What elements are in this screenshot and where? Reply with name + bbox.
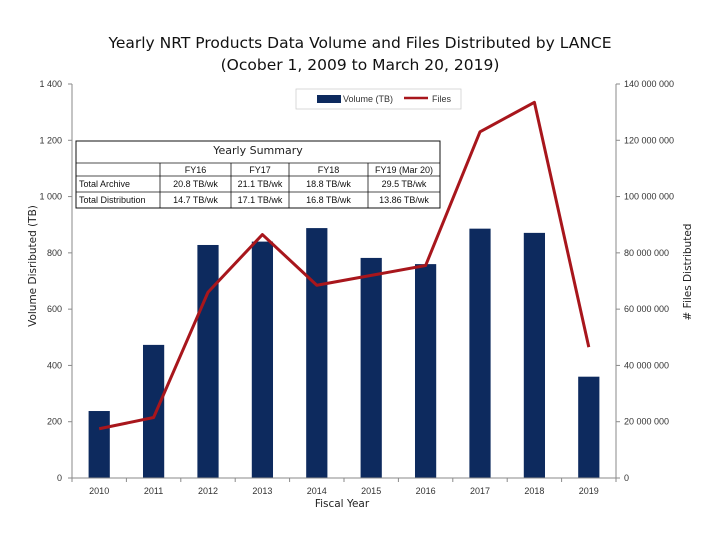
legend-label-volume: Volume (TB) (343, 94, 393, 104)
summary-table-frame (75, 140, 441, 209)
x-tick-label: 2015 (361, 486, 381, 496)
left-axis-title: Volume Disributed (TB) (27, 205, 39, 327)
bar-2014 (306, 228, 328, 478)
line-series-files (98, 100, 591, 431)
legend-label-files: Files (432, 94, 452, 104)
table-cell: 13.86 TB/wk (379, 195, 429, 205)
right-tick-label: 100 000 000 (624, 192, 674, 202)
right-tick-label: 60 000 000 (624, 304, 669, 314)
bar-2011 (142, 344, 165, 478)
x-axis-title: Fiscal Year (315, 498, 370, 510)
summary-table-gridlines (76, 162, 440, 208)
legend-box (295, 88, 462, 110)
table-header-cell: FY17 (249, 165, 271, 175)
left-tick-label: 1 200 (39, 135, 62, 145)
summary-table-title: Yearly Summary (212, 144, 303, 157)
bar-2017 (469, 228, 491, 478)
left-tick-label: 400 (47, 360, 62, 370)
summary-table-cells: FY16 FY17 FY18 FY19 (Mar 20) Total Archive 20… (79, 165, 433, 205)
left-axis-ticks: 0 200 400 600 800 1 000 1 200 1 400 (39, 79, 72, 483)
right-axis-ticks: 0 20 000 000 40 000 000 60 000 000 80 000 00… (616, 79, 674, 483)
left-tick-label: 200 (47, 417, 62, 427)
x-tick-label: 2014 (307, 486, 327, 496)
table-header-cell: FY19 (Mar 20) (375, 165, 433, 175)
right-tick-label: 140 000 000 (624, 79, 674, 89)
table-cell: 20.8 TB/wk (173, 179, 218, 189)
table-cell: 17.1 TB/wk (238, 195, 283, 205)
table-row-label: Total Archive (79, 179, 130, 189)
table-cell: 21.1 TB/wk (238, 179, 283, 189)
left-tick-label: 1 000 (39, 192, 62, 202)
bar-2010 (88, 411, 110, 478)
left-tick-label: 1 400 (39, 79, 62, 89)
x-tick-label: 2018 (524, 486, 544, 496)
chart-title: Yearly NRT Products Data Volume and File… (0, 32, 720, 76)
bar-2012 (197, 244, 219, 478)
table-header-cell: FY16 (185, 165, 207, 175)
right-axis-title: # Files Distributed (682, 224, 694, 321)
bar-2016 (414, 264, 437, 478)
files-line (98, 100, 591, 431)
bar-2019 (578, 376, 600, 478)
bar-2018 (523, 232, 546, 478)
right-tick-label: 80 000 000 (624, 248, 669, 258)
right-tick-label: 20 000 000 (624, 417, 669, 427)
x-tick-label: 2016 (416, 486, 436, 496)
x-tick-label: 2010 (89, 486, 109, 496)
bar-2015 (360, 257, 382, 478)
x-tick-label: 2017 (470, 486, 490, 496)
table-cell: 16.8 TB/wk (306, 195, 351, 205)
legend-swatch-volume (317, 95, 341, 103)
x-tick-label: 2011 (144, 486, 163, 496)
chart-title-line1: Yearly NRT Products Data Volume and File… (108, 34, 612, 52)
left-tick-label: 800 (47, 248, 62, 258)
table-cell: 29.5 TB/wk (382, 179, 427, 189)
table-cell: 18.8 TB/wk (306, 179, 351, 189)
chart-subtitle: (Ocober 1, 2009 to March 20, 2019) (220, 56, 500, 74)
right-tick-label: 0 (624, 473, 629, 483)
x-tick-label: 2012 (198, 486, 218, 496)
left-tick-label: 600 (47, 304, 62, 314)
summary-table: Yearly Summary FY16 FY17 FY18 FY19 (Mar 20)… (75, 140, 441, 209)
left-tick-label: 0 (57, 473, 62, 483)
table-cell: 14.7 TB/wk (173, 195, 218, 205)
right-tick-label: 120 000 000 (624, 135, 674, 145)
x-axis-ticks: 2010 2011 2012 2013 2014 2015 2016 2017 2018 2019 (71, 478, 617, 496)
table-row-label: Total Distribution (79, 195, 146, 205)
x-tick-label: 2013 (252, 486, 272, 496)
bar-series-volume (88, 228, 600, 478)
legend: Volume (TB) Files (295, 88, 462, 110)
table-header-cell: FY18 (318, 165, 340, 175)
bar-2013 (251, 241, 274, 478)
right-tick-label: 40 000 000 (624, 360, 669, 370)
x-tick-label: 2019 (579, 486, 599, 496)
